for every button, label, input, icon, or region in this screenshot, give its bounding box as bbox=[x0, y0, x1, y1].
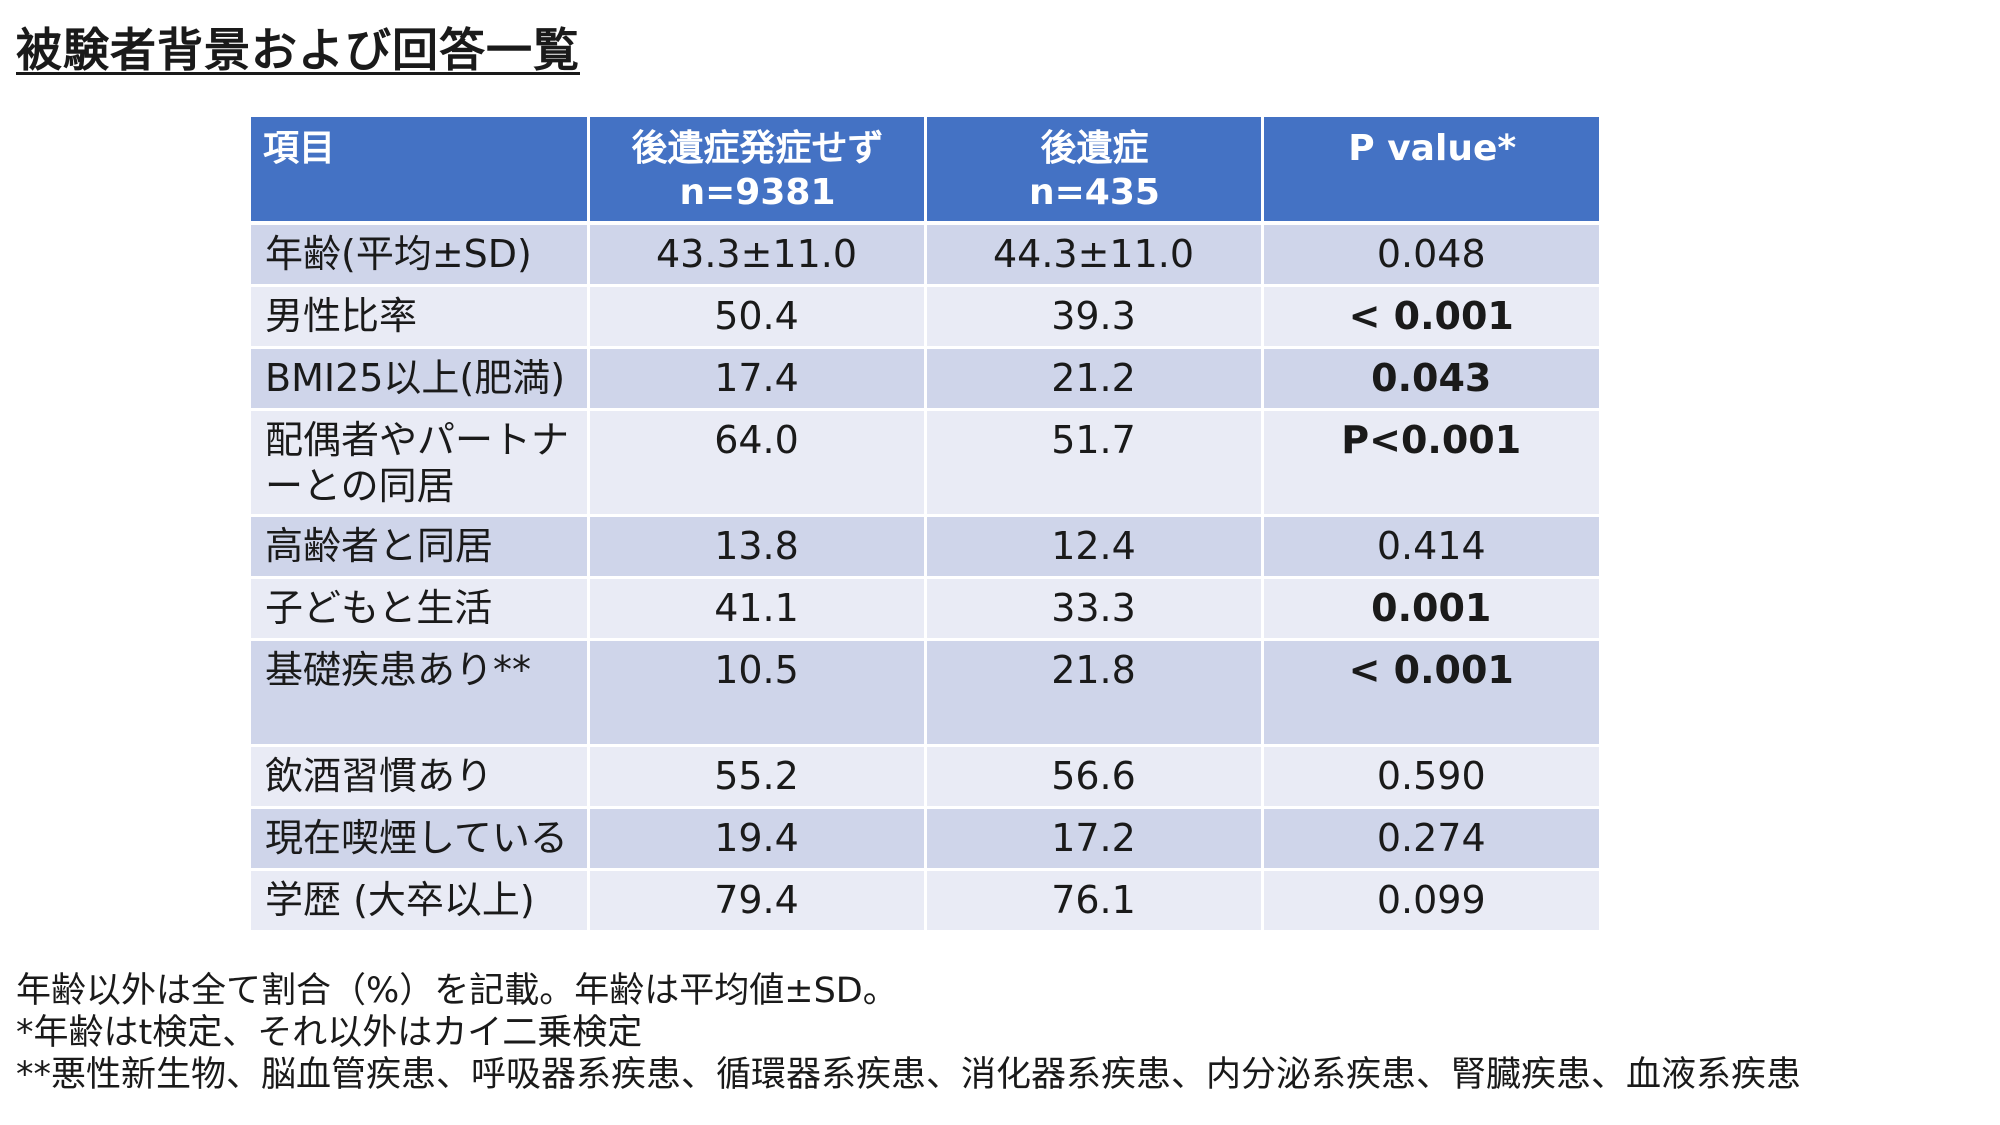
cell-no-sequelae: 41.1 bbox=[588, 577, 927, 641]
cell-no-sequelae: 19.4 bbox=[588, 807, 927, 871]
cell-no-sequelae: 43.3±11.0 bbox=[588, 223, 927, 287]
header-p-value-label: P value* bbox=[1348, 128, 1517, 169]
cell-no-sequelae: 17.4 bbox=[588, 347, 927, 411]
cell-sequelae: 56.6 bbox=[925, 745, 1264, 809]
page-title: 被験者背景および回答一覧 bbox=[16, 23, 580, 77]
cell-sequelae: 17.2 bbox=[925, 807, 1264, 871]
header-sequelae-n: n=435 bbox=[1029, 172, 1160, 213]
header-item-label: 項目 bbox=[263, 128, 336, 169]
cell-item: 現在喫煙している bbox=[251, 807, 590, 871]
footnotes: 年齢以外は全て割合（%）を記載。年齢は平均値±SD。 *年齢はt検定、それ以外は… bbox=[16, 970, 1801, 1096]
cell-sequelae: 39.3 bbox=[925, 285, 1264, 349]
table-row: 男性比率 50.4 39.3 < 0.001 bbox=[251, 285, 1599, 349]
cell-no-sequelae: 79.4 bbox=[588, 869, 927, 933]
cell-item: 年齢(平均±SD) bbox=[251, 223, 590, 287]
cell-sequelae: 44.3±11.0 bbox=[925, 223, 1264, 287]
cell-item: 飲酒習慣あり bbox=[251, 745, 590, 809]
table-row: 基礎疾患あり** 10.5 21.8 < 0.001 bbox=[251, 639, 1599, 747]
cell-sequelae: 33.3 bbox=[925, 577, 1264, 641]
cell-sequelae: 21.8 bbox=[925, 639, 1264, 747]
cell-p-value: P<0.001 bbox=[1262, 409, 1599, 517]
cell-p-value: < 0.001 bbox=[1262, 639, 1599, 747]
footnote-3: **悪性新生物、脳血管疾患、呼吸器系疾患、循環器系疾患、消化器系疾患、内分泌系疾… bbox=[16, 1055, 1802, 1095]
cell-sequelae: 12.4 bbox=[925, 515, 1264, 579]
cell-p-value: 0.048 bbox=[1262, 223, 1599, 287]
header-sequelae-label: 後遺症 bbox=[1040, 128, 1149, 169]
cell-p-value: 0.001 bbox=[1262, 577, 1599, 641]
cell-no-sequelae: 64.0 bbox=[588, 409, 927, 517]
cell-p-value: 0.043 bbox=[1262, 347, 1599, 411]
table-header: 項目 後遺症発症せず n=9381 後遺症 n=435 P value* bbox=[251, 117, 1599, 225]
cell-p-value: 0.274 bbox=[1262, 807, 1599, 871]
table-row: 子どもと生活 41.1 33.3 0.001 bbox=[251, 577, 1599, 641]
cell-item: 子どもと生活 bbox=[251, 577, 590, 641]
header-sequelae: 後遺症 n=435 bbox=[925, 117, 1264, 225]
cell-no-sequelae: 10.5 bbox=[588, 639, 927, 747]
table-body: 年齢(平均±SD) 43.3±11.0 44.3±11.0 0.048 男性比率 50.4… bbox=[251, 223, 1599, 933]
header-p-value: P value* bbox=[1262, 117, 1599, 225]
cell-item: 配偶者やパートナーとの同居 bbox=[251, 409, 590, 517]
table-row: 年齢(平均±SD) 43.3±11.0 44.3±11.0 0.048 bbox=[251, 223, 1599, 287]
footnote-2: *年齢はt検定、それ以外はカイ二乗検定 bbox=[16, 1013, 643, 1053]
cell-sequelae: 76.1 bbox=[925, 869, 1264, 933]
cell-sequelae: 51.7 bbox=[925, 409, 1264, 517]
cell-p-value: < 0.001 bbox=[1262, 285, 1599, 349]
cell-p-value: 0.099 bbox=[1262, 869, 1599, 933]
table-row: 学歴 (大卒以上) 79.4 76.1 0.099 bbox=[251, 869, 1599, 933]
footnote-1: 年齢以外は全て割合（%）を記載。年齢は平均値±SD。 bbox=[16, 971, 898, 1011]
table-row: 高齢者と同居 13.8 12.4 0.414 bbox=[251, 515, 1599, 579]
table-row: 飲酒習慣あり 55.2 56.6 0.590 bbox=[251, 745, 1599, 809]
header-no-sequelae: 後遺症発症せず n=9381 bbox=[588, 117, 927, 225]
header-no-sequelae-n: n=9381 bbox=[679, 172, 836, 213]
cell-no-sequelae: 55.2 bbox=[588, 745, 927, 809]
cell-item: 基礎疾患あり** bbox=[251, 639, 590, 747]
cell-item: BMI25以上(肥満) bbox=[251, 347, 590, 411]
cell-sequelae: 21.2 bbox=[925, 347, 1264, 411]
cell-item: 男性比率 bbox=[251, 285, 590, 349]
cell-item: 学歴 (大卒以上) bbox=[251, 869, 590, 933]
header-no-sequelae-label: 後遺症発症せず bbox=[631, 128, 884, 169]
cell-no-sequelae: 13.8 bbox=[588, 515, 927, 579]
cell-item: 高齢者と同居 bbox=[251, 515, 590, 579]
header-item: 項目 bbox=[251, 117, 590, 225]
cell-no-sequelae: 50.4 bbox=[588, 285, 927, 349]
cell-p-value: 0.590 bbox=[1262, 745, 1599, 809]
table-row: BMI25以上(肥満) 17.4 21.2 0.043 bbox=[251, 347, 1599, 411]
header-row: 項目 後遺症発症せず n=9381 後遺症 n=435 P value* bbox=[251, 117, 1599, 225]
cell-p-value: 0.414 bbox=[1262, 515, 1599, 579]
results-table: 項目 後遺症発症せず n=9381 後遺症 n=435 P value* 年齢(… bbox=[251, 117, 1599, 933]
table-row: 配偶者やパートナーとの同居 64.0 51.7 P<0.001 bbox=[251, 409, 1599, 517]
table-row: 現在喫煙している 19.4 17.2 0.274 bbox=[251, 807, 1599, 871]
